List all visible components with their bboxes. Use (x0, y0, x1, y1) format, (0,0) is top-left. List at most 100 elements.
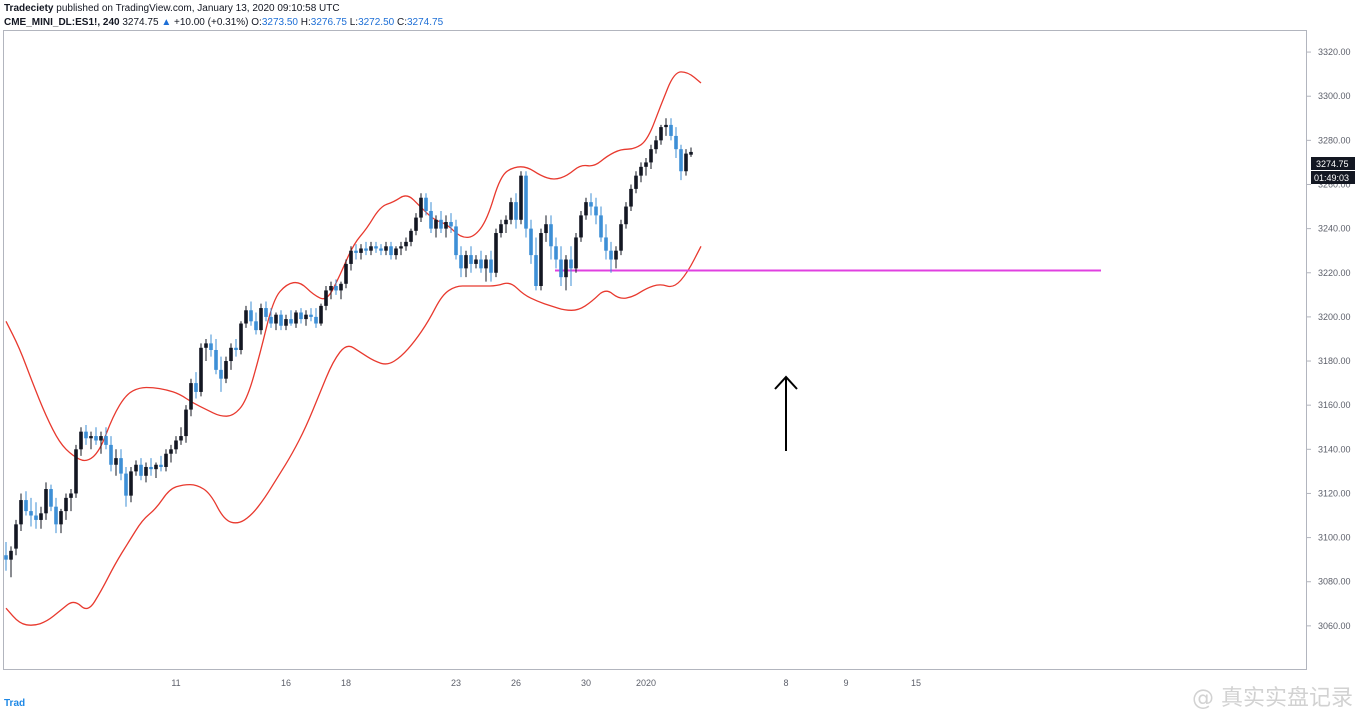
candle-body (24, 500, 28, 512)
candle-body (479, 259, 483, 269)
candle (119, 449, 123, 481)
time-axis[interactable]: 11 16 18 23 26 30 2020 8 9 15 (171, 678, 921, 688)
candle (174, 436, 178, 454)
candle-body (124, 473, 128, 496)
candle-body (89, 436, 93, 439)
candle (604, 224, 608, 260)
candle (644, 158, 648, 176)
candle-body (629, 188, 633, 207)
candle (24, 491, 28, 516)
candle-body (114, 458, 118, 465)
candle-body (389, 246, 393, 256)
candle (404, 237, 408, 251)
candle-body (119, 458, 123, 474)
candle (144, 462, 148, 483)
candle (369, 241, 373, 256)
candle-body (4, 555, 8, 560)
high-value: 3276.75 (310, 17, 347, 28)
x-tick-label: 9 (843, 678, 848, 688)
candle-body (669, 124, 673, 136)
candle (584, 197, 588, 220)
y-tick-label: 3120.00 (1318, 488, 1351, 498)
candle-body (34, 515, 38, 520)
y-tick-label: 3240.00 (1318, 224, 1351, 234)
candle-body (364, 248, 368, 251)
symbol-label[interactable]: CME_MINI_DL:ES1!, 240 (4, 17, 120, 28)
candle-body (514, 202, 518, 220)
candle (289, 310, 293, 326)
candle (414, 213, 418, 236)
x-tick-label: 18 (341, 678, 351, 688)
candle (364, 241, 368, 256)
tradingview-logo[interactable]: Trad (4, 698, 26, 709)
candle (19, 493, 23, 531)
candle (334, 279, 338, 295)
candle (104, 427, 108, 450)
candle-body (134, 464, 138, 472)
candle (559, 246, 563, 286)
up-arrow-annotation[interactable] (774, 375, 798, 451)
candle (204, 338, 208, 362)
candle (654, 135, 658, 154)
candle-body (424, 197, 428, 211)
price-axis[interactable]: 3060.00 3080.00 3100.00 3120.00 3140.00 3160.… (1307, 47, 1351, 631)
candle-body (559, 259, 563, 278)
candle (424, 193, 428, 216)
publish-line: Tradeciety published on TradingView.com,… (4, 2, 443, 16)
candle-body (459, 255, 463, 269)
candle (69, 489, 73, 512)
open-label: O: (251, 17, 262, 28)
candle-body (194, 383, 198, 392)
candle (324, 286, 328, 311)
candle (259, 303, 263, 335)
candle-body (524, 175, 528, 229)
candle-body (189, 383, 193, 410)
candle-body (544, 224, 548, 234)
candle-body (104, 436, 108, 445)
countdown-badge-bg (1311, 171, 1355, 184)
candle (199, 343, 203, 397)
y-tick-label: 3160.00 (1318, 400, 1351, 410)
candle (179, 427, 183, 445)
candle-body (179, 436, 183, 441)
candle-body (649, 149, 653, 163)
candle (689, 147, 693, 157)
candle-body (19, 500, 23, 525)
candle (214, 338, 218, 375)
candle-body (614, 250, 618, 260)
y-tick-label: 3180.00 (1318, 356, 1351, 366)
bollinger-bands (5, 71, 702, 626)
candle-body (674, 135, 678, 150)
candle (509, 197, 513, 225)
candle (544, 215, 548, 242)
author-name[interactable]: Tradeciety (4, 3, 54, 14)
candle-body (529, 228, 533, 256)
candle (169, 444, 173, 463)
candle (74, 444, 78, 498)
candle-body (204, 343, 208, 348)
candle-body (59, 511, 63, 525)
candle (649, 144, 653, 170)
candle (494, 228, 498, 278)
candle-body (539, 233, 543, 286)
candle (4, 542, 8, 571)
candle (254, 312, 258, 335)
candle-body (494, 233, 498, 273)
plot-area[interactable] (3, 30, 1307, 670)
candle-body (314, 316, 318, 324)
candle (519, 171, 523, 225)
y-tick-label: 3100.00 (1318, 533, 1351, 543)
candle-body (339, 283, 343, 291)
x-tick-label: 23 (451, 678, 461, 688)
arrow-head (774, 375, 798, 390)
y-tick-label: 3140.00 (1318, 444, 1351, 454)
candle (49, 484, 53, 512)
candle-body (259, 308, 263, 331)
candle (349, 246, 353, 271)
candle-body (499, 224, 503, 234)
candle (569, 246, 573, 286)
y-tick-label: 3320.00 (1318, 47, 1351, 57)
candle-body (254, 321, 258, 331)
candle (79, 427, 83, 456)
